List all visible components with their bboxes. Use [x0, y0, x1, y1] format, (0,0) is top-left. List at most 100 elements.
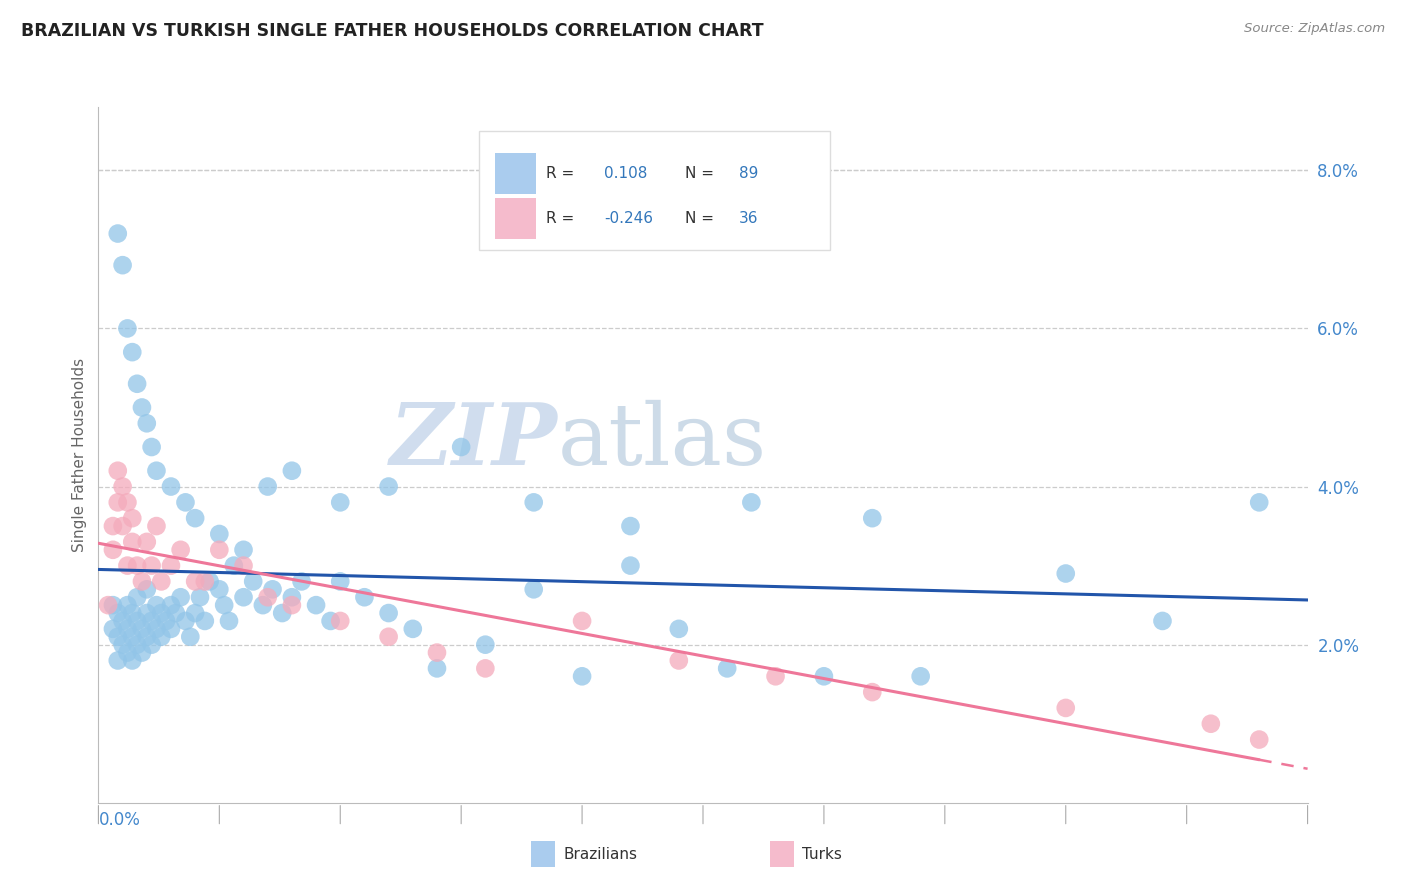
Point	[1199, 716, 1222, 731]
Point	[131, 574, 153, 589]
Point	[329, 574, 352, 589]
Point	[135, 417, 157, 431]
Point	[121, 606, 143, 620]
Point	[208, 582, 231, 597]
Point	[107, 653, 129, 667]
Point	[194, 574, 217, 589]
Point	[150, 630, 173, 644]
Point	[290, 574, 312, 589]
Point	[194, 614, 217, 628]
Point	[281, 591, 304, 605]
Point	[131, 401, 153, 415]
Point	[232, 558, 254, 573]
Point	[107, 227, 129, 241]
Point	[329, 614, 352, 628]
Point	[252, 598, 274, 612]
Point	[242, 574, 264, 589]
Point	[127, 558, 149, 573]
Point	[101, 519, 124, 533]
Point	[117, 598, 139, 612]
Point	[222, 558, 245, 573]
Point	[121, 630, 143, 644]
Point	[571, 669, 593, 683]
Point	[141, 614, 163, 628]
Point	[121, 534, 143, 549]
Point	[450, 440, 472, 454]
Point	[523, 495, 546, 509]
Point	[165, 606, 187, 620]
Point	[184, 606, 207, 620]
Point	[150, 606, 173, 620]
Point	[765, 669, 787, 683]
Point	[281, 598, 304, 612]
Point	[910, 669, 932, 683]
Text: Source: ZipAtlas.com: Source: ZipAtlas.com	[1244, 22, 1385, 36]
Point	[111, 519, 134, 533]
Point	[619, 558, 641, 573]
Point	[184, 574, 207, 589]
Point	[145, 464, 167, 478]
FancyBboxPatch shape	[479, 131, 830, 250]
Point	[145, 519, 167, 533]
Point	[716, 661, 738, 675]
Point	[141, 638, 163, 652]
Text: R =: R =	[546, 166, 574, 181]
Point	[160, 558, 183, 573]
Point	[174, 614, 197, 628]
FancyBboxPatch shape	[495, 198, 536, 239]
Point	[107, 630, 129, 644]
Text: -0.246: -0.246	[603, 211, 652, 226]
Point	[131, 622, 153, 636]
Point	[101, 598, 124, 612]
Point	[281, 464, 304, 478]
Text: 0.0%: 0.0%	[98, 811, 141, 830]
Point	[135, 606, 157, 620]
Point	[232, 542, 254, 557]
Point	[256, 479, 278, 493]
Point	[101, 542, 124, 557]
FancyBboxPatch shape	[495, 153, 536, 194]
Point	[523, 582, 546, 597]
Point	[188, 591, 211, 605]
Point	[319, 614, 342, 628]
Text: atlas: atlas	[558, 400, 768, 483]
Text: 36: 36	[740, 211, 759, 226]
Point	[169, 591, 191, 605]
Point	[1054, 701, 1077, 715]
Point	[208, 542, 231, 557]
Point	[668, 653, 690, 667]
Point	[571, 614, 593, 628]
Point	[117, 646, 139, 660]
Point	[860, 511, 883, 525]
Text: N =: N =	[685, 166, 714, 181]
Point	[305, 598, 328, 612]
Point	[262, 582, 284, 597]
Point	[179, 630, 201, 644]
Point	[668, 622, 690, 636]
Point	[426, 646, 449, 660]
Point	[402, 622, 425, 636]
Point	[1054, 566, 1077, 581]
Point	[174, 495, 197, 509]
Point	[860, 685, 883, 699]
Point	[117, 558, 139, 573]
Point	[117, 321, 139, 335]
Point	[1249, 732, 1271, 747]
Point	[1249, 495, 1271, 509]
Point	[218, 614, 240, 628]
Point	[121, 511, 143, 525]
Point	[377, 606, 399, 620]
Point	[160, 622, 183, 636]
Point	[212, 598, 235, 612]
Point	[145, 598, 167, 612]
Point	[127, 638, 149, 652]
Point	[101, 622, 124, 636]
Point	[377, 630, 399, 644]
Text: BRAZILIAN VS TURKISH SINGLE FATHER HOUSEHOLDS CORRELATION CHART: BRAZILIAN VS TURKISH SINGLE FATHER HOUSE…	[21, 22, 763, 40]
Point	[329, 495, 352, 509]
Point	[127, 376, 149, 391]
Point	[107, 464, 129, 478]
Point	[135, 534, 157, 549]
Point	[150, 574, 173, 589]
Text: R =: R =	[546, 211, 574, 226]
